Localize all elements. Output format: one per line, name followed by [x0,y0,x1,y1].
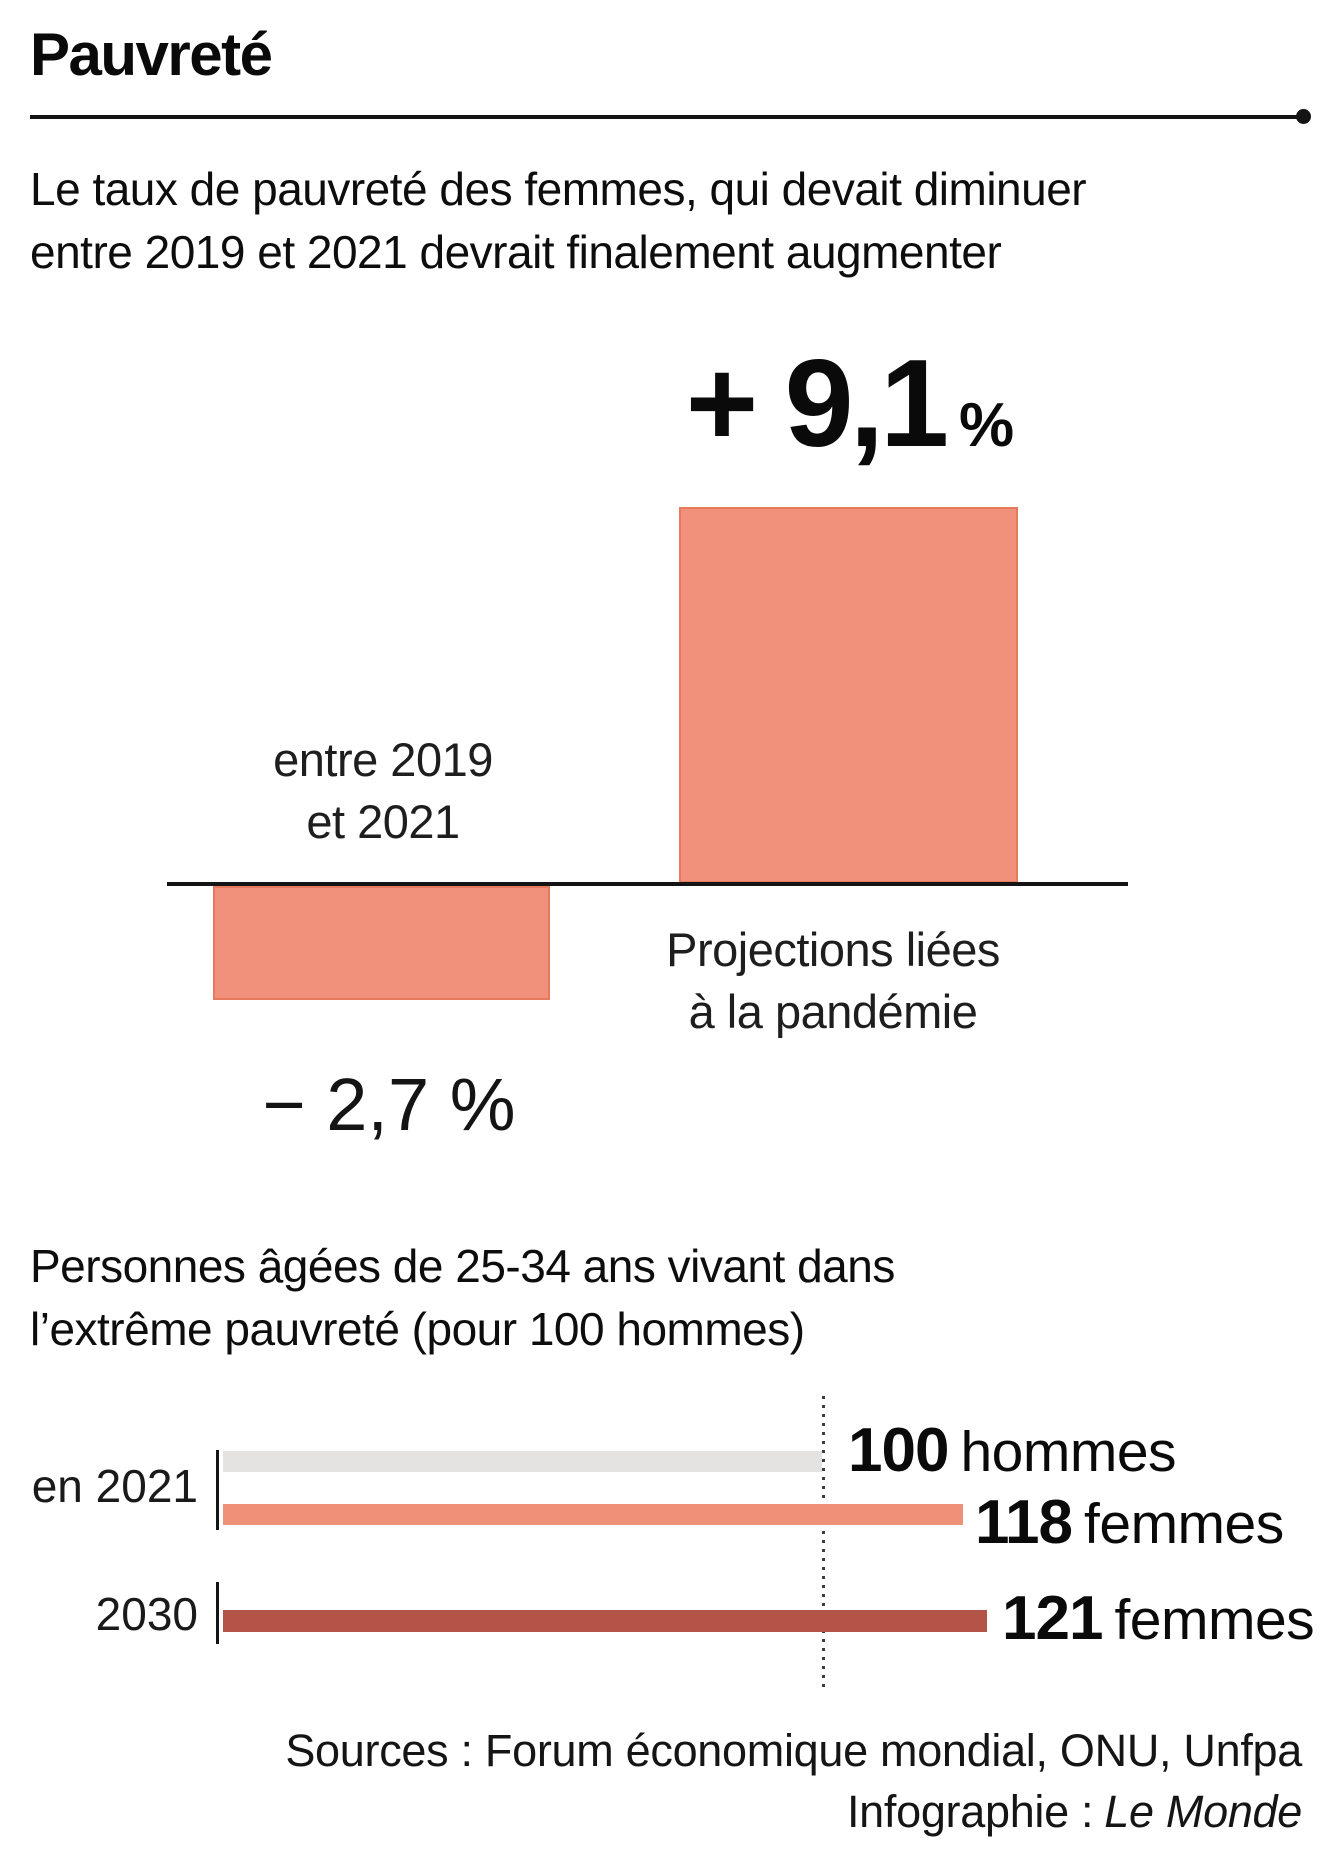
chart1-bar-negative [213,886,550,1000]
chart2-value-100: 100 [848,1416,949,1485]
chart2-suffix-hommes: hommes [960,1420,1177,1484]
header-rule [30,115,1298,119]
chart1-baseline-axis [167,882,1128,886]
chart1-positive-percent-sign: % [959,391,1015,460]
chart2-value-118: 118 [975,1488,1073,1557]
intro-line-1: Le taux de pauvreté des femmes, qui deva… [30,163,1087,215]
chart2-bar-femmes-121 [223,1610,987,1632]
chart1-negative-value-label: − 2,7 % [262,1063,516,1146]
section2-title: Personnes âgées de 25-34 ans vivant dans… [30,1235,1310,1361]
chart2-suffix-femmes-118: femmes [1084,1492,1284,1556]
chart2-row-label-2030: 2030 [95,1588,198,1640]
chart2-axis-tick-2030 [216,1582,219,1644]
chart2-row-label-2021: en 2021 [31,1460,198,1512]
chart2-value-121: 121 [1002,1584,1103,1653]
chart2-reference-dotted-line [822,1396,825,1692]
chart1-category-left-line2: et 2021 [306,795,460,848]
chart1-bar-positive [679,507,1018,883]
credit-line: Infographie : Le Monde [0,1784,1302,1840]
header-rule-end-dot-icon [1296,109,1311,124]
chart1-category-left-line1: entre 2019 [273,733,493,786]
section2-title-line1: Personnes âgées de 25-34 ans vivant dans [30,1240,895,1292]
chart1-positive-value-label: + 9,1% [615,342,1085,486]
chart1-positive-number: + 9,1 [685,335,949,473]
chart2-suffix-femmes-121: femmes [1114,1588,1315,1652]
chart2-bar-femmes-118 [223,1504,963,1525]
chart1-category-right-label: Projections liées à la pandémie [633,919,1033,1043]
chart2-value-label-100-hommes: 100 hommes [848,1420,1177,1498]
credit-label: Infographie : [846,1786,1094,1837]
chart2-bar-hommes-100 [223,1451,822,1472]
section2-title-line2: l’extrême pauvreté (pour 100 hommes) [30,1303,805,1355]
chart2-value-label-121-femmes: 121 femmes [1002,1588,1315,1666]
sources-line: Sources : Forum économique mondial, ONU,… [285,1725,1302,1776]
chart2-axis-tick-2021 [216,1450,219,1530]
intro-text: Le taux de pauvreté des femmes, qui deva… [30,158,1310,284]
intro-line-2: entre 2019 et 2021 devrait finalement au… [30,226,1002,278]
chart1-category-right-line1: Projections liées [666,923,1000,976]
chart1-category-left-label: entre 2019 et 2021 [183,729,583,853]
chart1-category-right-line2: à la pandémie [688,985,978,1038]
chart2-value-label-118-femmes: 118 femmes [975,1492,1284,1570]
page-title: Pauvreté [30,21,273,88]
credit-name: Le Monde [1104,1786,1302,1837]
